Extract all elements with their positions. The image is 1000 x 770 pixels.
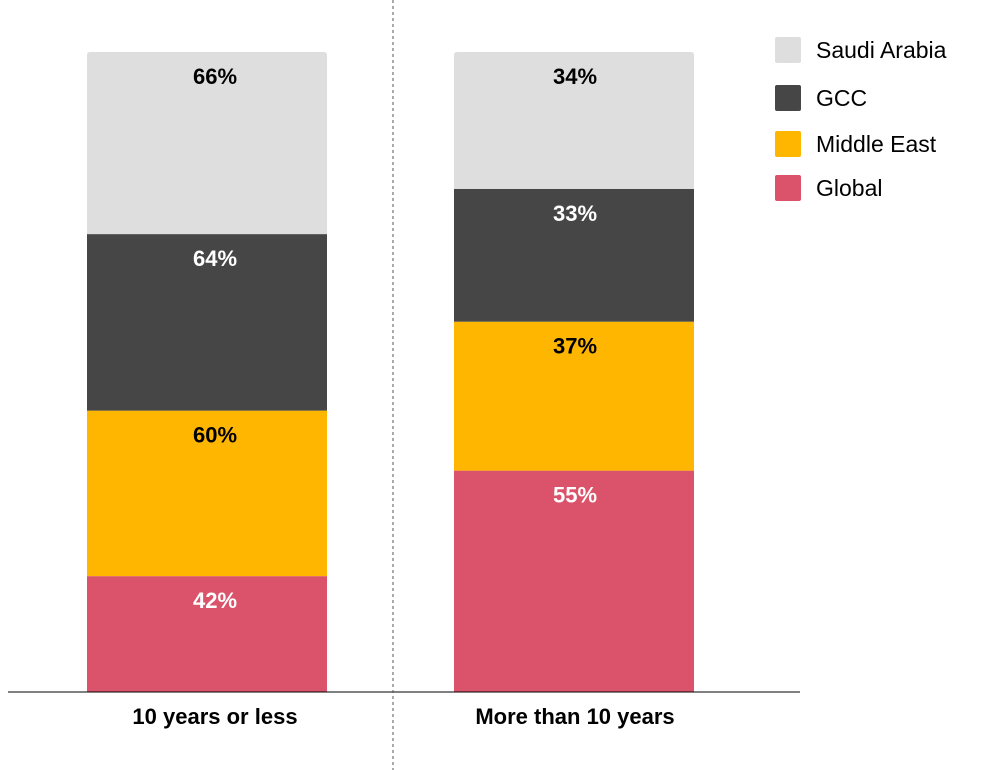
data-label-middle-east-10-years-or-less: 60% [193, 423, 237, 448]
data-label-middle-east-more-than-10-years: 37% [553, 334, 597, 359]
bar-segment-middle-east-more-than-10-years [454, 321, 694, 471]
legend-swatch-saudi-arabia [775, 37, 801, 63]
bar-segment-saudi-arabia-more-than-10-years [454, 52, 694, 189]
category-label-more-than-10-years: More than 10 years [475, 704, 674, 729]
legend-label-middle-east: Middle East [816, 131, 937, 157]
data-label-saudi-arabia-more-than-10-years: 34% [553, 64, 597, 89]
legend-label-saudi-arabia: Saudi Arabia [816, 37, 947, 63]
bar-segment-gcc-more-than-10-years [454, 188, 694, 322]
data-label-saudi-arabia-10-years-or-less: 66% [193, 64, 237, 89]
legend-label-gcc: GCC [816, 85, 867, 111]
segment-labels-group: 42% 60% 64% 66% 55% 37% 33% 34% [193, 64, 597, 613]
legend-label-global: Global [816, 175, 882, 201]
legend: Saudi Arabia GCC Middle East Global [775, 37, 947, 201]
bar-segment-global-more-than-10-years [454, 470, 694, 692]
legend-swatch-global [775, 175, 801, 201]
data-label-gcc-10-years-or-less: 64% [193, 246, 237, 271]
bars-group [87, 52, 694, 692]
category-label-10-years-or-less: 10 years or less [132, 704, 297, 729]
category-labels-group: 10 years or less More than 10 years [132, 704, 674, 729]
data-label-global-10-years-or-less: 42% [193, 588, 237, 613]
data-label-gcc-more-than-10-years: 33% [553, 201, 597, 226]
legend-swatch-middle-east [775, 131, 801, 157]
legend-swatch-gcc [775, 85, 801, 111]
bar-segment-global-10-years-or-less [87, 576, 327, 692]
bar-segment-middle-east-10-years-or-less [87, 410, 327, 577]
bar-segment-gcc-10-years-or-less [87, 234, 327, 411]
bar-segment-saudi-arabia-10-years-or-less [87, 52, 327, 235]
data-label-global-more-than-10-years: 55% [553, 483, 597, 508]
